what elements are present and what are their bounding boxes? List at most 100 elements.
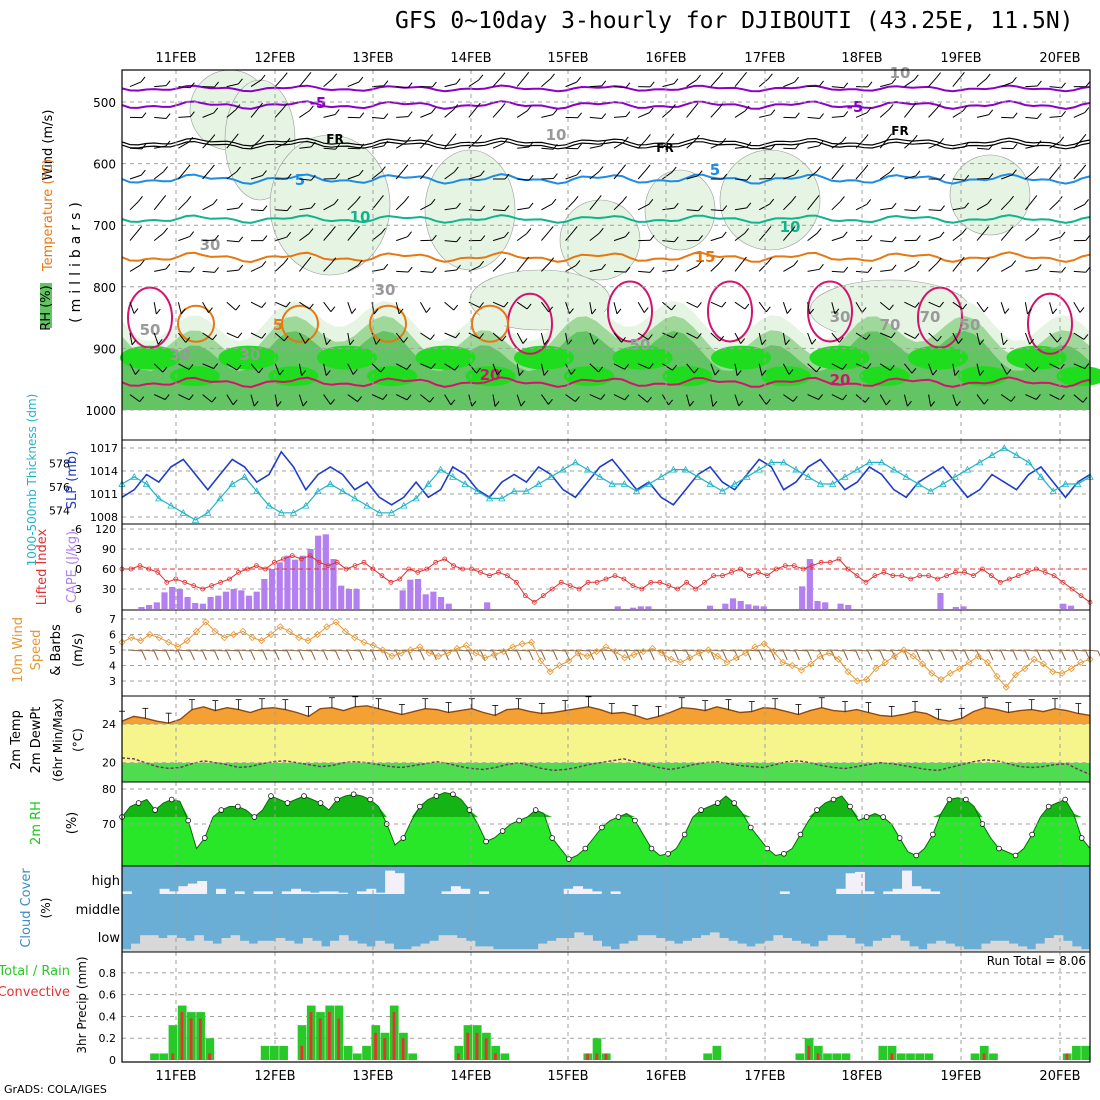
cape-bar-93 <box>837 603 844 609</box>
wind10m-barb <box>248 649 264 652</box>
upper-barb-tick <box>453 104 459 110</box>
upper-barb <box>686 139 696 149</box>
cloud-high-10 <box>215 888 226 894</box>
upper-barb-tick <box>591 308 597 315</box>
upper-barb <box>323 114 336 118</box>
isotherm-orange-loop-0 <box>177 304 215 343</box>
cloud-low-34 <box>429 940 440 952</box>
li-point-14 <box>245 566 250 572</box>
upper-barb <box>516 363 520 376</box>
upper-barb <box>589 200 598 211</box>
upper-barb-tick <box>867 235 873 241</box>
thick-point-51 <box>743 472 751 480</box>
upper-barb-tick <box>185 164 191 171</box>
upper-barb-tick <box>308 228 314 234</box>
thick-point-72 <box>1000 444 1008 451</box>
upper-barb-tick <box>238 264 244 271</box>
upper-barb-tick <box>885 399 891 406</box>
upper-barb <box>516 76 526 87</box>
rh2m-point-10 <box>201 835 208 841</box>
contour-label-6: 5 <box>710 161 720 179</box>
wind10m-barb-tick <box>794 650 800 661</box>
upper-barb-tick <box>180 308 186 315</box>
upper-barb-tick <box>526 105 532 112</box>
upper-barb-tick <box>526 228 532 234</box>
upper-labels: Wind (m/s) Temperature (°C) RH (%) (mill… <box>0 110 1086 1054</box>
rh2m-point-18 <box>268 793 274 799</box>
upper-barb-tick <box>262 205 268 211</box>
upper-barb <box>516 110 528 118</box>
thick-point-73 <box>1012 451 1021 459</box>
upper-barb-tick <box>141 143 147 150</box>
upper-barb-tick <box>625 266 631 273</box>
li-point-10 <box>209 583 215 589</box>
wind10m-barb-tick <box>855 650 861 661</box>
cloud-low-4 <box>158 938 168 952</box>
upper-barb-tick <box>134 369 140 375</box>
wind-speed-point-82 <box>881 658 889 666</box>
precip-total-bar-84 <box>896 1053 906 1060</box>
upper-barb-tick <box>840 196 845 202</box>
upper-barb <box>541 203 553 211</box>
wind-speed-point-99 <box>1039 660 1048 668</box>
cloud-low-78 <box>827 935 838 952</box>
cloud-low-44 <box>520 949 530 952</box>
upper-barb <box>952 207 965 211</box>
upper-barb-tick <box>866 107 872 113</box>
wind10m-barb-tick <box>528 650 534 661</box>
cloud-high-20 <box>309 892 320 894</box>
upper-barb <box>517 178 530 181</box>
precip-conv-bar-37 <box>466 1032 470 1060</box>
precip-total-bar-31 <box>408 1053 418 1060</box>
upper-barb-tick <box>1059 136 1065 143</box>
upper-barb <box>419 301 427 313</box>
upper-barb-tick <box>427 164 433 171</box>
upper-barb-tick <box>577 143 582 150</box>
isotherm-orange-loop-1 <box>281 304 319 343</box>
cloud-level-high: high <box>92 874 120 889</box>
cape-bar-5 <box>161 592 168 609</box>
upper-barb-tick <box>839 164 844 171</box>
upper-barb <box>323 363 327 376</box>
upper-barb <box>371 145 384 149</box>
upper-barb-tick <box>188 364 194 370</box>
thick-point-16 <box>314 487 322 495</box>
upper-barb-tick <box>1081 164 1087 171</box>
rh2m-point-58 <box>599 824 605 831</box>
upper-barb-tick <box>625 82 631 89</box>
upper-barb-tick <box>866 363 872 369</box>
upper-barb <box>541 301 550 313</box>
thick-point-25 <box>424 480 433 487</box>
wind10m-barb-tick <box>613 650 619 661</box>
cloud-low-89 <box>927 943 937 952</box>
thick-point-30 <box>485 494 494 502</box>
upper-barb <box>177 302 182 314</box>
rh2m-label: 2m RH <box>29 801 44 845</box>
upper-barb <box>880 207 893 211</box>
wind-speed-point-60 <box>676 658 685 666</box>
cloud-low-9 <box>203 940 213 952</box>
upper-barb <box>153 171 164 180</box>
wind10m-barb-tick <box>395 650 401 661</box>
cloud-low-36 <box>447 935 458 952</box>
upper-barb-tick <box>648 199 654 205</box>
upper-barb <box>686 363 695 374</box>
upper-barb-tick <box>792 396 798 402</box>
rh2m-point-108 <box>1012 852 1019 859</box>
precip-total-bar-75 <box>813 1045 823 1060</box>
precip-conv-bar-19 <box>300 1045 304 1060</box>
upper-barb-tick <box>647 334 653 340</box>
cloud-low-53 <box>601 946 612 952</box>
upper-barb-tick <box>722 205 728 211</box>
thick-point-58 <box>829 480 837 487</box>
upper-barb <box>1073 204 1085 211</box>
upper-barb <box>904 301 916 308</box>
wind-speed-point-41 <box>500 647 508 656</box>
upper-barb <box>274 394 278 407</box>
upper-barb-tick <box>380 366 386 373</box>
upper-barb-tick <box>888 104 894 110</box>
thick-tick-576: 576 <box>49 481 70 494</box>
wind10m-barb <box>454 649 469 652</box>
li-point-57 <box>630 583 636 589</box>
upper-barb <box>589 116 602 120</box>
